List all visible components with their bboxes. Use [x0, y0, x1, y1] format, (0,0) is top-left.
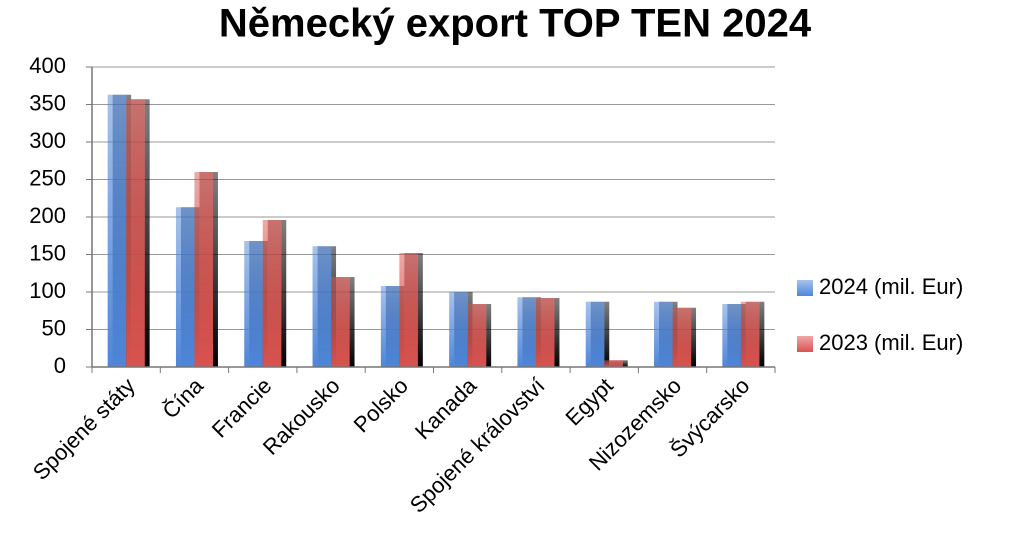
bar [585, 301, 605, 367]
bar [672, 307, 692, 367]
bar [331, 277, 350, 367]
bar [535, 298, 555, 367]
legend-swatch [797, 280, 813, 296]
bar [175, 207, 195, 367]
x-tick-label: Čína [158, 372, 209, 423]
bar [399, 253, 418, 367]
y-tick-label: 200 [29, 203, 66, 228]
bar [654, 301, 673, 367]
bar [722, 304, 741, 367]
y-tick-label: 400 [29, 53, 66, 78]
x-tick-label: Francie [207, 373, 277, 443]
bar [126, 99, 145, 367]
chart-title: Německý export TOP TEN 2024 [219, 2, 812, 46]
bar [380, 286, 400, 367]
bar [244, 241, 263, 367]
y-tick-label: 250 [29, 165, 66, 190]
legend-label: 2024 (mil. Eur) [819, 274, 963, 299]
bar [740, 301, 760, 367]
bar [449, 292, 468, 367]
y-tick-label: 100 [29, 278, 66, 303]
x-tick-label: Spojené státy [28, 373, 140, 485]
bar [604, 360, 623, 367]
x-tick-label: Polsko [349, 373, 413, 437]
y-tick-label: 300 [29, 128, 66, 153]
y-tick-label: 0 [54, 353, 66, 378]
y-tick-label: 50 [42, 315, 66, 340]
bar [194, 172, 213, 367]
bar [107, 94, 127, 367]
bar [262, 220, 282, 367]
y-tick-label: 150 [29, 240, 66, 265]
bar [517, 297, 536, 367]
bar [467, 304, 487, 367]
x-tick-label: Egypt [560, 373, 617, 430]
legend-swatch [797, 336, 813, 352]
y-tick-label: 350 [29, 90, 66, 115]
legend-label: 2023 (mil. Eur) [819, 330, 963, 355]
bar [312, 246, 332, 367]
